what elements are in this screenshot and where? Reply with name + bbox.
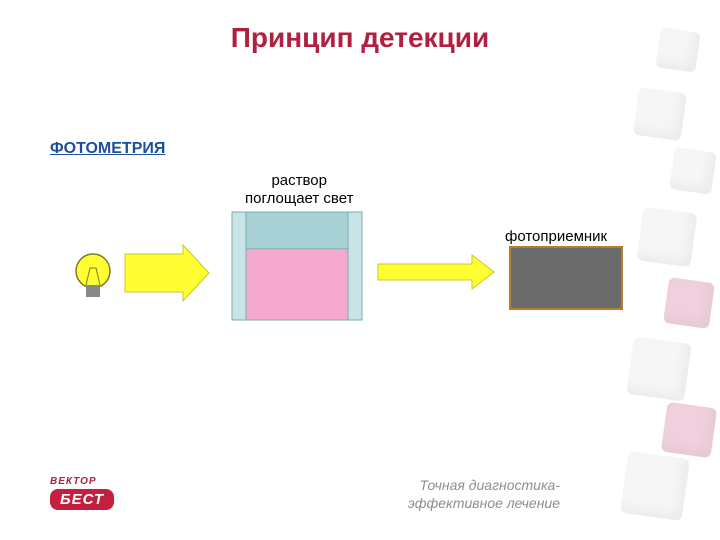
arrow-light-out: [378, 255, 494, 289]
brand-tagline-line1: Точная диагностика-: [419, 477, 560, 493]
photometry-diagram: [0, 0, 720, 540]
brand-logo-mark: БЕСТ: [50, 489, 114, 510]
lightbulb-icon: [76, 254, 110, 297]
brand-tagline-line2: эффективное лечение: [408, 495, 560, 511]
photodetector-box: [510, 247, 622, 309]
cuvette: [232, 212, 362, 320]
arrow-light-in: [125, 245, 209, 301]
brand-logo-top: ВЕКТОР: [50, 477, 114, 487]
brand-tagline: Точная диагностика- эффективное лечение: [408, 477, 560, 512]
brand-logo: ВЕКТОР БЕСТ: [50, 477, 114, 510]
